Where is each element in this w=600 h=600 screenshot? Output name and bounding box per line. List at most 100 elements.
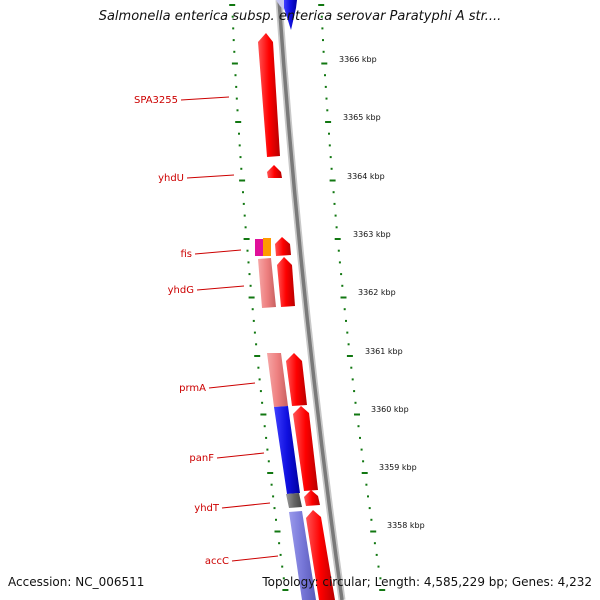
minor-tick [343,308,346,311]
major-tick [379,589,386,591]
gene-label-fis[interactable]: fis [180,249,192,260]
gene-block-panf [274,406,300,494]
minor-tick [231,15,234,18]
kbp-label-3363: 3363 kbp [353,230,391,239]
minor-tick [350,366,353,369]
kbp-label-3359: 3359 kbp [379,463,417,472]
gene-label-accc[interactable]: accC [205,556,229,567]
inner-tick-ring [229,4,289,591]
minor-tick [324,74,326,77]
gene-label-panf[interactable]: panF [189,453,214,464]
minor-tick [259,390,262,393]
accession-text: Accession: NC_006511 [8,575,145,589]
minor-tick [253,331,256,334]
minor-tick [365,483,368,486]
gene-label-prma[interactable]: prmA [179,383,206,394]
minor-tick [249,284,252,287]
gene-arrow-spa3255 [258,33,280,157]
gene-arrow-yhdu [267,165,282,178]
minor-tick [329,156,332,159]
gene-block-fis-magenta [255,239,263,256]
major-tick [325,121,332,123]
gene-label-yhdg[interactable]: yhdG [168,285,194,296]
major-tick [318,4,325,6]
minor-tick [263,425,266,428]
minor-tick [275,518,277,521]
minor-tick [362,460,365,463]
minor-tick [340,273,343,276]
gene-label-spa3255[interactable]: SPA3255 [134,95,178,106]
map-title: Salmonella enterica subsp. enterica sero… [98,9,502,24]
minor-tick [334,214,337,217]
gene-arrow-panf [293,406,318,491]
minor-tick [252,319,255,322]
minor-tick [267,460,270,463]
gene-arrow-blue-top [284,0,297,30]
minor-tick [258,378,261,381]
minor-tick [279,553,282,556]
minor-tick [335,226,338,229]
kbp-scale-labels: 3366 kbp 3365 kbp 3364 kbp 3363 kbp 3362… [339,55,425,530]
minor-tick [351,378,354,381]
minor-tick [266,448,269,451]
minor-tick [341,284,344,287]
major-tick [260,413,267,416]
gene-arrow-accc [306,510,335,600]
minor-tick [255,343,258,346]
gene-arrow-prma [286,353,307,406]
kbp-label-3358: 3358 kbp [387,521,425,530]
gene-label-yhdu[interactable]: yhdU [158,173,184,184]
minor-tick [324,85,327,88]
minor-tick [257,366,260,369]
minor-tick [338,261,341,264]
minor-tick [238,144,241,147]
minor-tick [333,202,336,205]
leader-line-spa3255 [180,96,230,101]
minor-tick [272,495,275,498]
minor-tick [247,261,250,264]
gene-arrow-fis [275,237,291,256]
major-tick [267,472,274,474]
gene-block-yhdt [286,493,302,508]
leader-line-panf [216,452,265,459]
minor-tick [236,109,239,112]
minor-tick [354,401,357,404]
minor-tick [270,483,273,486]
minor-tick [368,507,371,510]
gene-label-yhdt[interactable]: yhdT [194,503,220,514]
leader-line-accc [231,555,279,562]
minor-tick [373,542,376,545]
minor-tick [242,202,245,205]
minor-tick [322,39,324,42]
minor-tick [375,553,378,556]
minor-tick [244,226,247,229]
minor-tick [235,97,238,100]
minor-tick [232,27,235,30]
leader-line-yhdg [196,285,245,291]
major-tick [239,179,246,182]
backbone [277,0,344,600]
minor-tick [246,249,249,252]
gene-arrow-yhdg [277,257,295,307]
minor-tick [325,97,328,100]
kbp-label-3366: 3366 kbp [339,55,377,64]
major-tick [243,238,250,240]
minor-tick [320,15,323,18]
minor-tick [240,167,243,170]
minor-tick [243,214,246,217]
gene-arrow-lavender-top [276,0,284,10]
major-tick [321,62,328,65]
major-tick [340,296,347,299]
leader-line-fis [194,249,242,255]
kbp-label-3362: 3362 kbp [358,288,396,297]
minor-tick [233,50,236,53]
minor-tick [242,191,244,194]
minor-tick [232,39,235,42]
major-tick [370,530,377,533]
minor-tick [332,191,335,194]
minor-tick [321,27,324,30]
minor-tick [330,167,333,170]
minor-tick [238,132,240,135]
major-tick [329,179,336,182]
